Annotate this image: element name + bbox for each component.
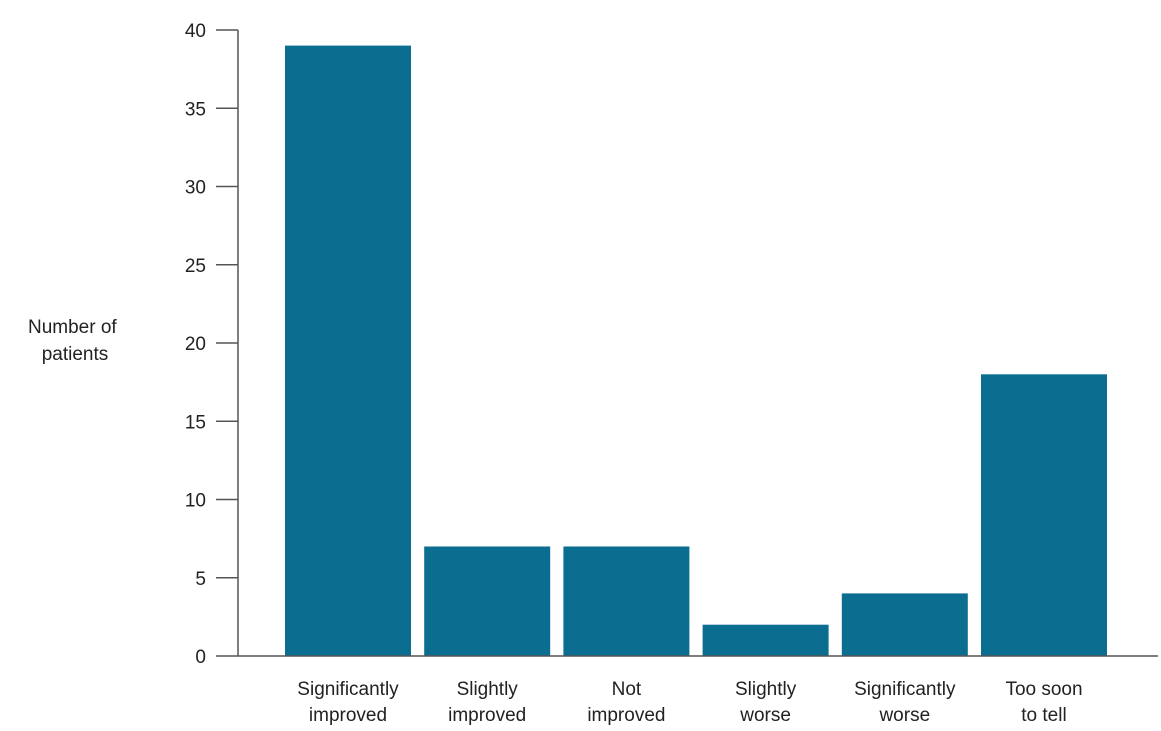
y-tick-label-0: 0: [195, 647, 206, 668]
y-tick-label-7: 35: [185, 99, 206, 120]
y-tick-label-8: 40: [185, 21, 206, 42]
bar-5: [981, 374, 1107, 656]
x-tick-label-0: Significantly improved: [297, 679, 399, 726]
x-axis: Significantly improved Slightly improved Not…: [238, 655, 1158, 726]
y-tick-label-3: 15: [185, 412, 206, 433]
y-tick-label-5: 25: [185, 256, 206, 277]
bar-0: [285, 45, 411, 657]
x-tick-label-5: Too soon to tell: [1005, 679, 1082, 726]
y-tick-label-2: 10: [185, 491, 206, 512]
y-tick-label-4: 20: [185, 334, 206, 355]
x-tick-label-1: Slightly improved: [448, 679, 526, 726]
y-tick-label-6: 30: [185, 178, 206, 199]
bar-3: [702, 624, 829, 656]
y-tick-label-1: 5: [195, 569, 206, 590]
y-axis-title-line-2: patients: [42, 344, 109, 365]
bar-1: [424, 546, 551, 656]
bar-2: [563, 546, 690, 656]
y-axis-title: Number of patients: [28, 317, 122, 365]
x-tick-label-3: Slightly worse: [735, 679, 797, 726]
y-axis: 0 5 10 15 20 25 30 35 40: [185, 21, 239, 668]
bars-group: [285, 45, 1107, 657]
y-axis-title-line-1: Number of: [28, 317, 117, 338]
x-tick-label-4: Significantly worse: [854, 679, 956, 726]
svg-text:Number of patients: Number of patients: [28, 317, 122, 365]
bar-4: [841, 593, 968, 656]
x-tick-label-2: Not improved: [587, 679, 665, 726]
